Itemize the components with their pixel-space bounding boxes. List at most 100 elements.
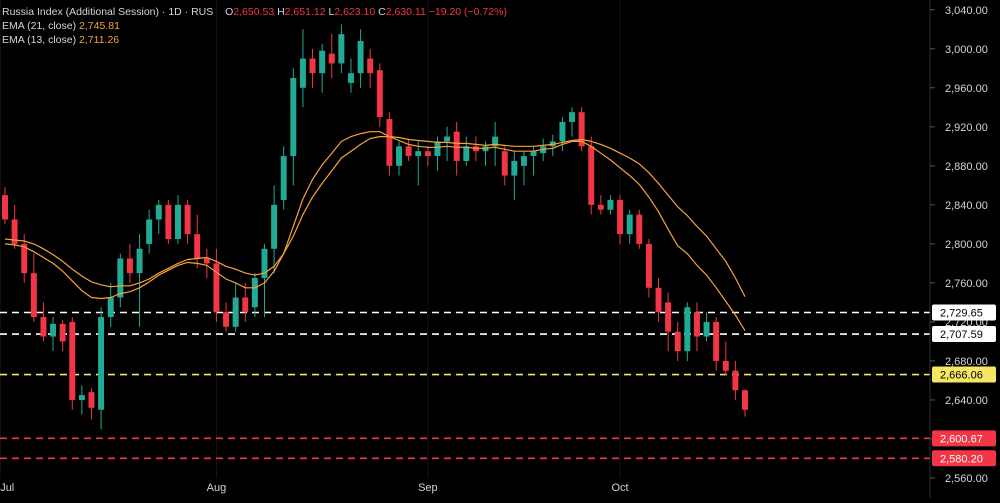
candle[interactable]	[520, 151, 527, 186]
candle[interactable]	[453, 121, 460, 176]
candle[interactable]	[732, 360, 739, 400]
candle[interactable]	[88, 388, 95, 420]
candle-body	[280, 156, 287, 200]
candle[interactable]	[78, 385, 85, 415]
price-tick-label: 2,680.00	[945, 356, 988, 368]
candle[interactable]	[559, 117, 566, 152]
candle[interactable]	[597, 195, 604, 215]
candle[interactable]	[645, 239, 652, 298]
candle[interactable]	[30, 253, 37, 322]
candle[interactable]	[319, 43, 326, 93]
candle[interactable]	[684, 302, 691, 361]
candle[interactable]	[21, 234, 28, 283]
candle[interactable]	[184, 199, 191, 244]
price-tick-label: 2,760.00	[945, 278, 988, 290]
candle[interactable]	[146, 209, 153, 254]
candle[interactable]	[136, 234, 143, 327]
candle-body	[136, 248, 143, 274]
price-tick-label: 3,040.00	[945, 5, 988, 17]
candle[interactable]	[463, 136, 470, 166]
candle[interactable]	[569, 107, 575, 137]
candle[interactable]	[242, 282, 249, 322]
candle[interactable]	[713, 317, 720, 371]
candle[interactable]	[251, 273, 258, 318]
candle[interactable]	[2, 187, 8, 225]
candle[interactable]	[655, 278, 662, 322]
candle[interactable]	[155, 199, 162, 235]
candle[interactable]	[50, 317, 57, 352]
candle[interactable]	[309, 48, 316, 88]
candle[interactable]	[203, 248, 210, 279]
candle[interactable]	[98, 307, 105, 430]
candle[interactable]	[742, 389, 748, 417]
price-level-tag[interactable]: 2,729.65	[932, 304, 996, 321]
legend-ema13-row[interactable]: EMA (13, close) 2,711.26	[2, 33, 507, 47]
ema13-line[interactable]	[4, 131, 746, 332]
candle[interactable]	[328, 34, 335, 79]
candle[interactable]	[549, 134, 556, 157]
candle[interactable]	[59, 319, 66, 352]
candle[interactable]	[617, 195, 624, 244]
candle[interactable]	[261, 243, 268, 318]
candle[interactable]	[290, 68, 297, 186]
symbol-title[interactable]: Russia Index (Additional Session) · 1D ·…	[2, 6, 214, 18]
candle[interactable]	[665, 292, 672, 352]
candle[interactable]	[386, 112, 393, 176]
candle[interactable]	[175, 195, 181, 244]
candle[interactable]	[626, 209, 633, 244]
candle[interactable]	[415, 141, 422, 186]
candle[interactable]	[69, 317, 76, 410]
candle[interactable]	[213, 248, 220, 322]
candle[interactable]	[636, 209, 643, 249]
close-value: 2,630.11	[385, 6, 426, 18]
candle[interactable]	[223, 302, 230, 332]
candle[interactable]	[357, 29, 364, 88]
candle[interactable]	[578, 107, 585, 152]
candle[interactable]	[40, 302, 47, 342]
candle[interactable]	[722, 341, 729, 376]
candle[interactable]	[117, 253, 124, 308]
candle[interactable]	[165, 199, 172, 244]
candle[interactable]	[607, 195, 614, 215]
candle[interactable]	[107, 282, 114, 327]
candle[interactable]	[693, 302, 700, 352]
candle[interactable]	[338, 24, 345, 74]
candle-body	[617, 199, 624, 235]
legend-ema21-row[interactable]: EMA (21, close) 2,745.81	[2, 19, 507, 33]
price-level-tag[interactable]: 2,707.59	[932, 326, 996, 343]
price-level-tag[interactable]: 2,666.06	[932, 366, 996, 383]
candle[interactable]	[299, 29, 306, 108]
candle[interactable]	[703, 312, 710, 342]
candle-body	[732, 370, 739, 391]
candle[interactable]	[511, 151, 518, 200]
candle-body	[453, 131, 460, 161]
candle[interactable]	[424, 146, 431, 166]
candle-body	[569, 112, 575, 122]
price-level-tag[interactable]: 2,580.20	[932, 450, 996, 467]
candle[interactable]	[444, 126, 451, 161]
candle[interactable]	[232, 282, 239, 332]
low-value: 2,623.10	[334, 6, 376, 18]
candle[interactable]	[367, 48, 374, 88]
price-level-tag-bg	[932, 304, 996, 321]
candle-body	[59, 323, 66, 342]
candle[interactable]	[396, 141, 403, 176]
candle-body	[69, 321, 76, 400]
candle-body	[328, 53, 335, 64]
ema21-label: EMA (21, close)	[2, 20, 77, 32]
candle[interactable]	[126, 243, 133, 283]
candle[interactable]	[271, 185, 278, 274]
ema21-line[interactable]	[4, 136, 746, 297]
candle[interactable]	[347, 58, 354, 93]
candle[interactable]	[501, 146, 508, 186]
candle[interactable]	[674, 321, 681, 361]
candle[interactable]	[11, 204, 18, 249]
candle[interactable]	[280, 146, 287, 210]
candle[interactable]	[376, 63, 383, 127]
candle[interactable]	[405, 138, 412, 161]
price-level-tag[interactable]: 2,600.67	[932, 430, 996, 447]
candle[interactable]	[588, 136, 595, 215]
candle[interactable]	[194, 214, 201, 269]
